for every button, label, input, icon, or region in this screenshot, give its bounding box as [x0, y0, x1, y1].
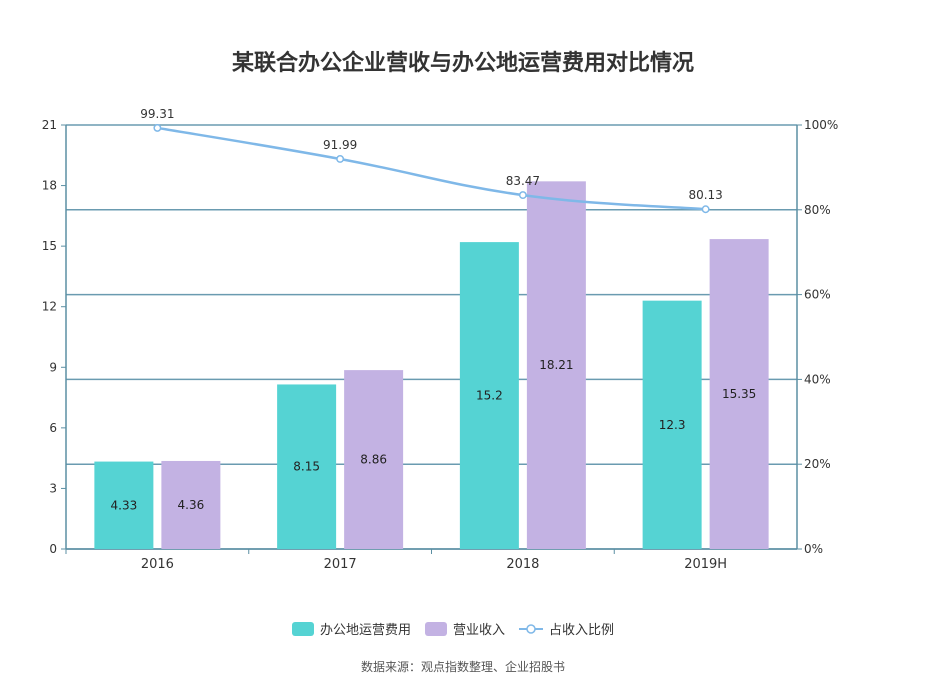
legend-label: 办公地运营费用 [320, 623, 411, 638]
bar [459, 242, 519, 549]
legend-label: 营业收入 [453, 623, 505, 638]
x-tick-label: 2016 [141, 557, 174, 572]
y-tick-label-right: 40% [804, 372, 831, 386]
y-tick-label-right: 20% [804, 457, 831, 471]
line-value-label: 91.99 [323, 138, 357, 152]
y-tick-label-left: 12 [42, 300, 57, 314]
legend-swatch [292, 622, 314, 636]
bar [526, 181, 586, 549]
bar-value-label: 18.21 [539, 358, 573, 372]
line-value-label: 80.13 [688, 188, 722, 202]
y-tick-label-right: 0% [804, 542, 823, 556]
legend-swatch-marker [526, 624, 536, 634]
line-point [336, 155, 345, 163]
x-tick-label: 2018 [506, 557, 539, 572]
y-tick-label-left: 3 [49, 481, 57, 495]
line-point [153, 123, 162, 132]
line-point [701, 205, 710, 214]
bar-value-label: 8.86 [360, 453, 387, 467]
x-tick-label: 2017 [324, 557, 357, 572]
line-series [153, 123, 710, 214]
source-note: 数据来源：观点指数整理、企业招股书 [361, 659, 565, 674]
y-tick-label-right: 100% [804, 118, 838, 132]
bar [344, 370, 404, 549]
line-point [518, 191, 527, 200]
bars [94, 181, 769, 550]
y-tick-label-left: 9 [49, 360, 57, 374]
bar-value-label: 15.2 [476, 389, 503, 403]
line-path [157, 126, 706, 211]
line-value-label: 99.31 [140, 107, 174, 121]
axes: 0 3 6 9 12 15 18 21 0% 20% 40% 60% 80% 100% 2016 2017 20… [42, 118, 839, 572]
bar-value-label: 4.33 [111, 498, 138, 512]
bar [161, 460, 221, 549]
line-value-label: 83.47 [506, 174, 540, 188]
legend-swatch [425, 622, 447, 636]
y-tick-label-left: 18 [42, 179, 57, 193]
y-tick-label-left: 15 [42, 239, 57, 253]
data-labels: 4.33 4.36 8.15 8.86 15.2 18.21 12.3 15.35 99.31 9… [111, 107, 757, 512]
bar-value-label: 15.35 [722, 387, 756, 401]
legend-label: 占收入比例 [549, 623, 614, 638]
bar-value-label: 8.15 [293, 460, 320, 474]
bar [277, 384, 337, 549]
y-tick-label-left: 0 [49, 542, 57, 556]
y-tick-label-right: 80% [804, 203, 831, 217]
bar [642, 300, 702, 549]
x-tick-label: 2019H [684, 557, 727, 572]
bar [94, 461, 154, 549]
y-tick-label-left: 21 [42, 118, 57, 132]
y-tick-label-left: 6 [49, 421, 57, 435]
bar-value-label: 12.3 [659, 418, 686, 432]
y-tick-label-right: 60% [804, 288, 831, 302]
legend: 办公地运营费用 营业收入 占收入比例 [292, 622, 614, 638]
bar-value-label: 4.36 [178, 498, 205, 512]
chart-title: 某联合办公企业营收与办公地运营费用对比情况 [232, 50, 694, 76]
bar [709, 239, 769, 550]
